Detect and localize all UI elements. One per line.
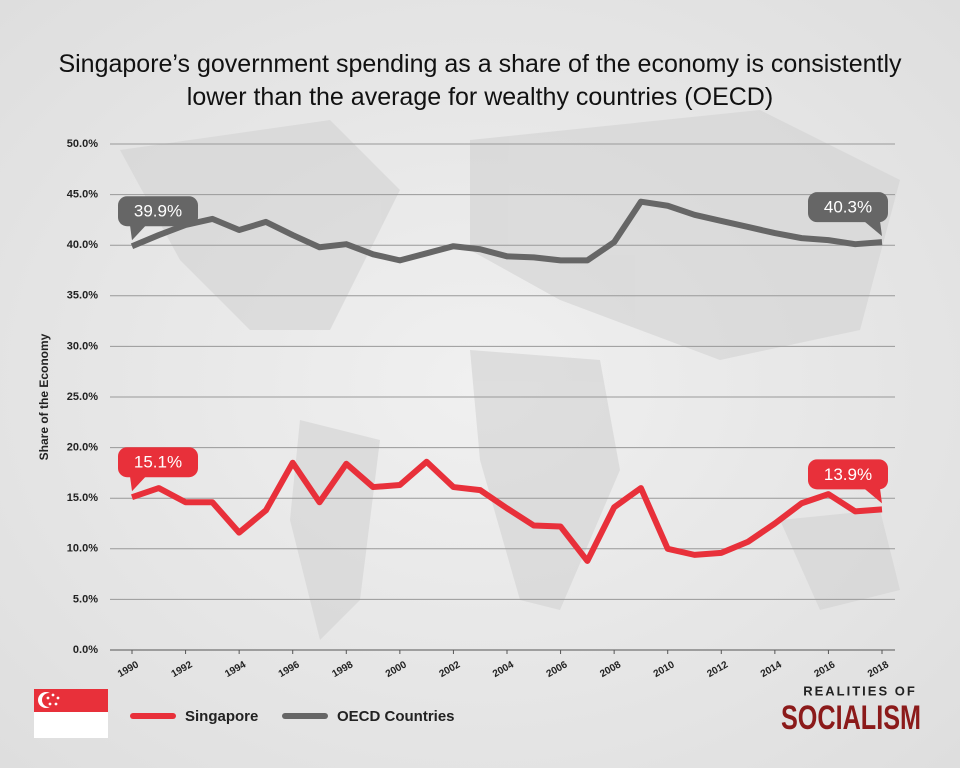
x-tick-label: 1996 [277, 659, 302, 680]
y-tick-label: 50.0% [67, 138, 98, 150]
chart-title: Singapore’s government spending as a sha… [58, 50, 902, 111]
y-tick-label: 45.0% [67, 189, 98, 201]
x-tick-label: 2012 [705, 659, 730, 680]
y-tick-label: 0.0% [73, 644, 98, 656]
x-tick-label: 1990 [116, 659, 141, 680]
y-tick-label: 10.0% [67, 543, 98, 555]
y-tick-label: 30.0% [67, 340, 98, 352]
legend-label: OECD Countries [337, 708, 455, 725]
y-tick-label: 40.0% [67, 239, 98, 251]
data-label: 13.9% [824, 465, 872, 484]
flag-stars [46, 693, 60, 706]
world-map-backdrop [120, 110, 900, 640]
data-label: 40.3% [824, 198, 872, 217]
callout-tail [130, 476, 146, 492]
flag-crescent-cut [42, 693, 56, 707]
y-tick-label: 25.0% [67, 391, 98, 403]
x-tick-label: 2008 [598, 659, 623, 680]
y-tick-label: 35.0% [67, 290, 98, 302]
callout: 40.3% [808, 192, 888, 237]
series-line [130, 198, 883, 264]
y-tick-label: 5.0% [73, 593, 98, 605]
callout-box [118, 196, 198, 227]
callout-box [808, 192, 888, 223]
x-tick-label: 2006 [545, 659, 570, 680]
data-label: 15.1% [134, 453, 182, 472]
data-label: 39.9% [134, 202, 182, 221]
y-axis-label: Share of the Economy [37, 333, 51, 460]
y-tick-label: 20.0% [67, 442, 98, 454]
callout-tail [864, 488, 882, 504]
x-tick-label: 2014 [759, 659, 784, 680]
brand-bottom: SOCIALISM [781, 699, 921, 737]
x-tick-label: 1994 [223, 659, 248, 680]
callout-tail [864, 221, 882, 237]
y-tick-label: 15.0% [67, 492, 98, 504]
callout-tail [130, 225, 146, 241]
x-tick-label: 1992 [170, 659, 195, 680]
callout-box [808, 459, 888, 490]
x-tick-label: 2004 [491, 659, 516, 680]
x-tick-label: 2010 [652, 659, 677, 680]
flag-bottom [34, 712, 108, 738]
series-line [131, 458, 883, 564]
x-tick-label: 1998 [330, 659, 355, 680]
brand-top: REALITIES OF [803, 683, 917, 698]
callout: 15.1% [118, 447, 198, 492]
x-tick-label: 2002 [437, 659, 462, 680]
x-tick-label: 2016 [812, 659, 837, 680]
callout: 13.9% [808, 459, 888, 504]
callout: 39.9% [118, 196, 198, 241]
legend-label: Singapore [185, 708, 258, 725]
x-tick-label: 2018 [866, 659, 891, 680]
callout-box [118, 447, 198, 478]
x-tick-label: 2000 [384, 659, 409, 680]
